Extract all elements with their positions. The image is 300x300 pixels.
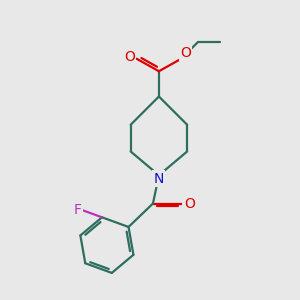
Text: F: F <box>74 203 82 217</box>
Text: O: O <box>124 50 135 64</box>
Text: O: O <box>184 196 195 211</box>
Text: N: N <box>154 172 164 186</box>
Text: O: O <box>180 46 191 60</box>
